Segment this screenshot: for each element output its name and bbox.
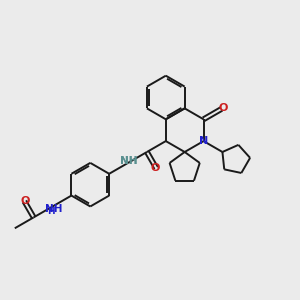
Text: O: O [219, 103, 228, 113]
Text: N: N [199, 136, 208, 146]
Text: NH: NH [45, 204, 62, 214]
Text: NH: NH [120, 156, 138, 166]
Text: O: O [21, 196, 30, 206]
Text: NH: NH [120, 156, 138, 166]
Text: H: H [47, 207, 54, 216]
Text: O: O [151, 163, 160, 173]
